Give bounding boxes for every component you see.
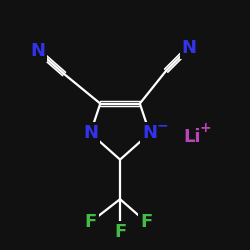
Text: F: F — [84, 213, 96, 231]
Text: Li: Li — [184, 128, 201, 146]
Text: +: + — [200, 121, 211, 135]
Text: F: F — [114, 223, 126, 241]
Text: N: N — [83, 124, 98, 142]
Text: N: N — [142, 124, 157, 142]
Text: N: N — [30, 42, 45, 60]
Text: F: F — [140, 213, 152, 231]
Text: −: − — [157, 118, 168, 132]
Text: N: N — [182, 38, 197, 56]
